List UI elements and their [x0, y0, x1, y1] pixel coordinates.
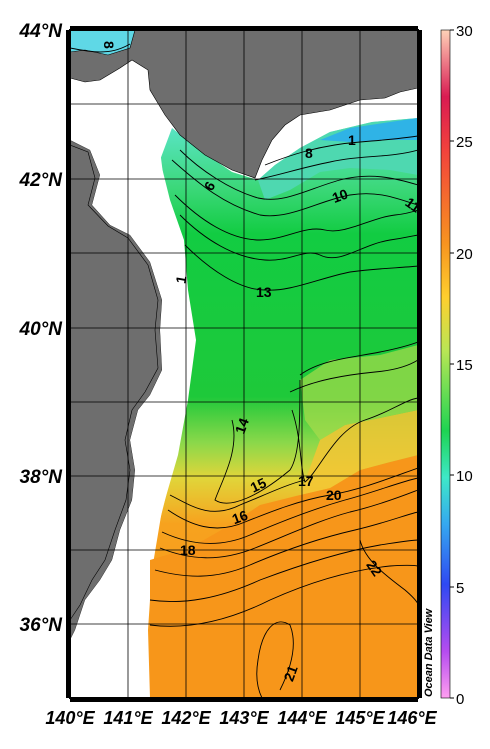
contour-label: 17 — [298, 473, 314, 489]
contour-label: 16 — [230, 507, 250, 527]
colorbar-tick: 30 — [456, 23, 473, 40]
colorbar-tick: 20 — [456, 246, 473, 263]
colorbar-tick: 10 — [456, 468, 473, 485]
latitude-labels: 44°N 42°N 40°N 38°N 36°N — [19, 21, 64, 636]
colorbar-gradient — [440, 29, 451, 699]
yellow-region — [300, 410, 418, 495]
contour-label: 21 — [280, 663, 300, 683]
lon-label: 145°E — [335, 708, 385, 728]
contour-label: 15 — [248, 474, 269, 495]
colorbar: 30 25 20 15 10 5 0 — [440, 23, 473, 708]
lat-label: 42°N — [19, 170, 64, 191]
contour-label: 20 — [326, 487, 342, 503]
lon-label: 146°E — [387, 708, 437, 728]
warm-region — [150, 455, 418, 698]
map-frame — [66, 26, 422, 702]
contour-label: 8 — [101, 41, 117, 49]
colorbar-tick: 0 — [456, 691, 464, 708]
lat-label: 38°N — [20, 467, 64, 488]
lat-label: 44°N — [19, 21, 64, 42]
contour-lines — [70, 43, 418, 698]
contour-label: 14 — [232, 416, 252, 436]
lat-label: 40°N — [19, 319, 64, 340]
colorbar-tick: 15 — [456, 357, 473, 374]
land-small-island — [382, 30, 408, 45]
light-green-region — [300, 345, 418, 440]
lon-label: 140°E — [45, 708, 95, 728]
contour-label: 13 — [256, 284, 272, 300]
contour-label: 8 — [305, 145, 313, 161]
colorbar-tick: 25 — [456, 134, 473, 151]
ocean-data-view-watermark: Ocean Data View — [423, 607, 435, 697]
contour-label: 1 — [172, 274, 189, 285]
colorbar-tick: 5 — [456, 580, 464, 597]
lat-label: 36°N — [20, 615, 64, 636]
lon-label: 143°E — [219, 708, 269, 728]
lon-label: 144°E — [277, 708, 327, 728]
lon-label: 141°E — [103, 708, 153, 728]
no-data-strait — [70, 110, 194, 698]
lon-label: 142°E — [161, 708, 211, 728]
lat-lon-grid — [70, 30, 418, 698]
contour-label: 10 — [330, 186, 350, 206]
land-peninsula — [355, 32, 380, 52]
longitude-labels: 140°E 141°E 142°E 143°E 144°E 145°E 146°… — [45, 708, 437, 728]
cold-core — [320, 118, 418, 142]
contour-label: 1 — [348, 132, 356, 148]
land-west — [70, 144, 159, 621]
